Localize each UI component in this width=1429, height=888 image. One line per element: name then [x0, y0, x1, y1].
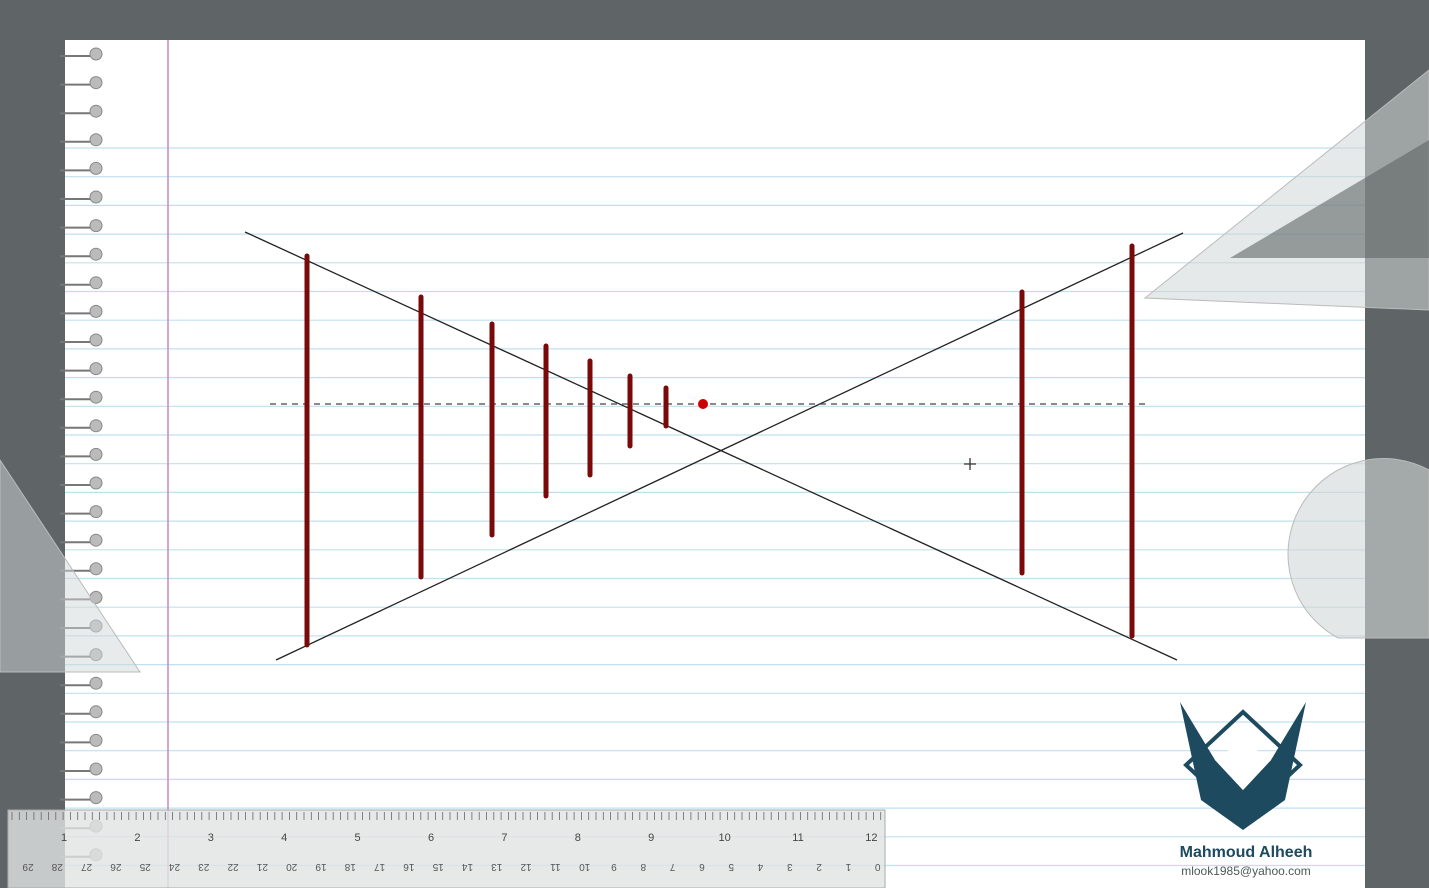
ruler-label: 11	[792, 832, 803, 844]
ruler-label: 1	[845, 861, 851, 872]
ruler-label: 18	[344, 861, 356, 872]
ring	[89, 562, 103, 576]
ruler-label: 2	[134, 832, 140, 844]
ring	[89, 533, 103, 547]
set-square-hole	[1230, 140, 1429, 258]
logo: Mahmoud Alheeh mlook1985@yahoo.com	[1180, 702, 1313, 878]
author-name: Mahmoud Alheeh	[1180, 844, 1313, 861]
ruler-label: 5	[728, 861, 734, 872]
protractor	[1287, 457, 1429, 639]
left-set-square	[0, 459, 141, 673]
ruler-label: 14	[462, 861, 474, 872]
ring	[89, 362, 103, 376]
ring	[89, 76, 103, 90]
ruler-label: 8	[575, 832, 581, 844]
ruler-label: 0	[874, 861, 880, 872]
ruler-label: 27	[81, 861, 93, 872]
ruler-label: 12	[865, 832, 877, 844]
ruler-label: 15	[432, 861, 444, 872]
ruler-label: 16	[403, 861, 415, 872]
perspective-drawing	[244, 231, 1184, 661]
guide-line	[244, 231, 1178, 661]
ruler-label: 23	[198, 861, 210, 872]
ruler	[7, 809, 886, 888]
ruler-label: 2	[816, 861, 822, 872]
ring	[89, 705, 103, 719]
ruler-label: 6	[699, 861, 705, 872]
ruler-label: 19	[315, 861, 327, 872]
ruler-label: 1	[61, 832, 67, 844]
ring	[89, 676, 103, 690]
ruler-label: 5	[355, 832, 361, 844]
ruler-label: 4	[281, 832, 287, 844]
ruler-label: 22	[227, 861, 239, 872]
ruler-label: 17	[374, 861, 386, 872]
ring	[89, 133, 103, 147]
ruler-label: 7	[669, 861, 675, 872]
ruler-label: 8	[640, 861, 646, 872]
cursor	[964, 458, 976, 470]
ring	[89, 476, 103, 490]
ring	[89, 47, 103, 61]
ruler-label: 4	[757, 861, 763, 872]
ring	[89, 161, 103, 175]
ruler-label: 6	[428, 832, 434, 844]
author-email: mlook1985@yahoo.com	[1181, 864, 1311, 878]
ring	[89, 390, 103, 404]
ring	[89, 219, 103, 233]
ring	[89, 304, 103, 318]
ruler-label: 11	[550, 861, 561, 872]
ring	[89, 247, 103, 261]
ruler-label: 3	[208, 832, 214, 844]
ruler-label: 13	[491, 861, 503, 872]
guide-line	[275, 232, 1184, 661]
ruler-label: 10	[579, 861, 591, 872]
ruler-label: 3	[787, 861, 793, 872]
ruler-label: 20	[286, 861, 298, 872]
ring	[89, 505, 103, 519]
ring	[89, 419, 103, 433]
ring	[89, 791, 103, 805]
ring	[89, 762, 103, 776]
ruler-label: 9	[611, 861, 617, 872]
ring	[89, 104, 103, 118]
ruler-label: 28	[51, 861, 63, 872]
ruler-label: 24	[169, 861, 181, 872]
ring	[89, 733, 103, 747]
ruler-label: 10	[718, 832, 730, 844]
ruler-label: 29	[22, 861, 34, 872]
ring	[89, 276, 103, 290]
ruler-label: 26	[110, 861, 122, 872]
ruler-label: 21	[256, 861, 268, 872]
ruler-label: 12	[520, 861, 532, 872]
vanishing-point	[698, 399, 708, 409]
ruler-label: 25	[139, 861, 151, 872]
ruler-label: 7	[501, 832, 507, 844]
ring	[89, 333, 103, 347]
ruler-label: 9	[648, 832, 654, 844]
ring	[89, 190, 103, 204]
ring	[89, 447, 103, 461]
